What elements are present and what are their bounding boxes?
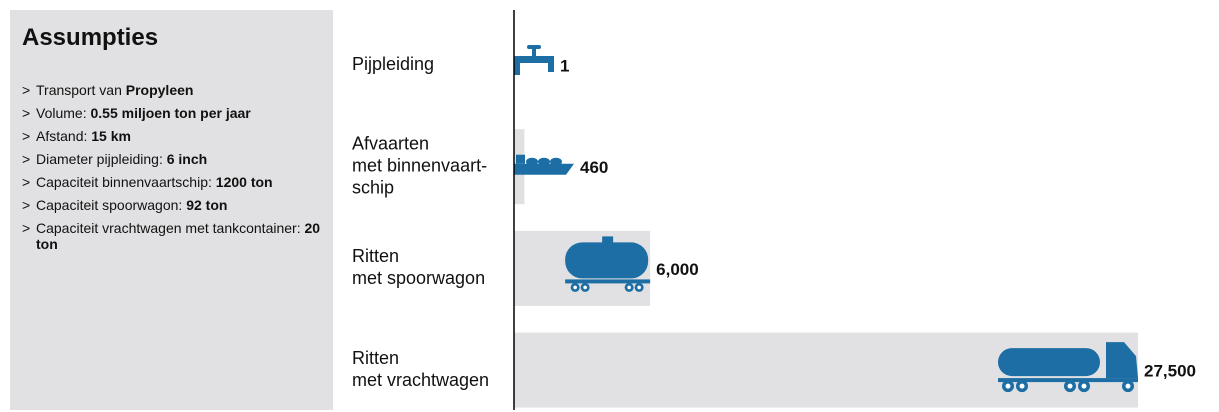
icon-part xyxy=(538,157,550,166)
icon-part xyxy=(1125,383,1131,389)
item-value: 15 km xyxy=(91,128,131,144)
icon-part xyxy=(1067,383,1073,389)
icon-part xyxy=(602,236,614,244)
icon-part xyxy=(1106,342,1138,379)
assumptions-panel: Assumpties > Transport van Propyleen > Volu… xyxy=(10,10,333,410)
icon-part xyxy=(998,348,1100,377)
bullet: > xyxy=(22,197,31,213)
item-text: Capaciteit spoorwagon: xyxy=(36,197,187,213)
icon-part xyxy=(532,48,536,56)
panel-title: Assumpties xyxy=(22,24,159,51)
item-text: Transport van xyxy=(36,82,126,98)
assumption-item: > Volume: 0.55 miljoen ton per jaar xyxy=(22,105,321,121)
item-value: 20 ton xyxy=(36,220,321,252)
bullet: > xyxy=(22,82,31,98)
value-label: 1 xyxy=(560,56,569,75)
item-value: 0.55 miljoen ton per jaar xyxy=(90,105,251,121)
item-value: 1200 ton xyxy=(215,174,273,190)
icon-part xyxy=(526,157,538,166)
category-label: met binnenvaart- xyxy=(352,155,487,175)
icon-part xyxy=(1081,383,1087,389)
category-label: met vrachtwagen xyxy=(352,370,489,390)
assumption-list: > Transport van Propyleen > Volume: 0.55 mi… xyxy=(22,82,321,252)
icon-part xyxy=(998,378,1138,383)
icon-part xyxy=(1005,383,1011,389)
assumption-item: > Capaciteit vrachtwagen met tankcontaine… xyxy=(22,220,321,252)
vehicle-icon xyxy=(514,154,574,175)
bullet: > xyxy=(22,174,31,190)
category-label: met spoorwagon xyxy=(352,268,485,288)
assumption-item: > Capaciteit spoorwagon: 92 ton xyxy=(22,197,321,213)
value-label: 27,500 xyxy=(1144,362,1196,381)
bullet: > xyxy=(22,151,31,167)
item-text: Volume: xyxy=(36,105,91,121)
icon-part xyxy=(627,285,631,290)
value-label: 6,000 xyxy=(656,260,699,279)
icon-part xyxy=(637,285,641,290)
item-value: 6 inch xyxy=(166,151,208,167)
item-value: Propyleen xyxy=(125,82,194,98)
value-label: 460 xyxy=(580,158,608,177)
icon-part xyxy=(1019,383,1025,389)
vehicle-icon xyxy=(565,236,651,292)
icon-part xyxy=(573,285,577,290)
category-label: Afvaarten xyxy=(352,133,429,153)
item-text: Afstand: xyxy=(36,128,92,144)
category-label: Ritten xyxy=(352,348,399,368)
icon-part xyxy=(514,61,520,75)
category-label: Ritten xyxy=(352,246,399,266)
icon-part xyxy=(516,154,525,164)
vehicle-icon xyxy=(998,342,1138,393)
item-text: Diameter pijpleiding: xyxy=(36,151,167,167)
assumption-item: > Transport van Propyleen xyxy=(22,82,321,98)
icon-part xyxy=(565,279,651,284)
icon-part xyxy=(527,45,541,49)
item-value: 92 ton xyxy=(186,197,228,213)
category-label: Pijpleiding xyxy=(352,54,434,74)
icon-part xyxy=(550,157,562,166)
icon-part xyxy=(565,242,649,279)
icon-part xyxy=(514,163,574,175)
assumption-item: > Afstand: 15 km xyxy=(22,128,321,144)
icon-part xyxy=(583,285,587,290)
assumption-item: > Capaciteit binnenvaartschip: 1200 ton xyxy=(22,174,321,190)
bullet: > xyxy=(22,105,31,121)
category-label: schip xyxy=(352,177,394,197)
item-text: Capaciteit binnenvaartschip: xyxy=(36,174,216,190)
icon-part xyxy=(514,56,552,63)
assumption-item: > Diameter pijpleiding: 6 inch xyxy=(22,151,321,167)
icon-part xyxy=(548,56,554,72)
bullet: > xyxy=(22,128,31,144)
item-text: Capaciteit vrachtwagen met tankcontainer… xyxy=(36,220,305,236)
bullet: > xyxy=(22,220,31,236)
vehicle-icon xyxy=(514,45,554,75)
